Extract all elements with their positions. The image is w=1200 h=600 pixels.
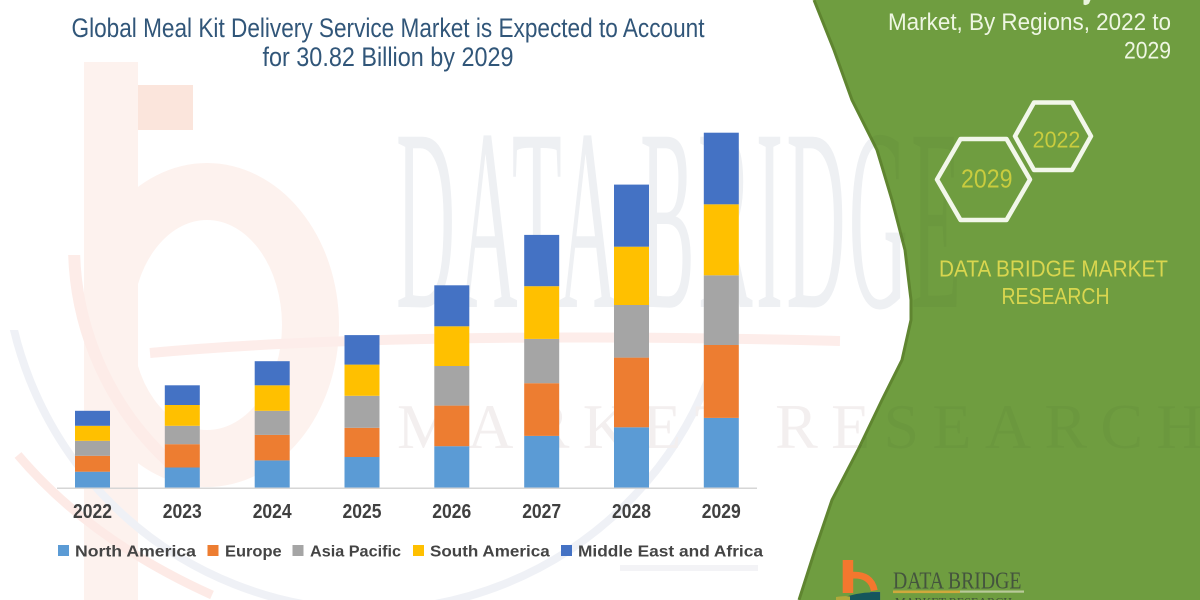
svg-text:Market, By Regions, 2022 to: Market, By Regions, 2022 to	[888, 9, 1171, 36]
svg-text:Asia Pacific: Asia Pacific	[310, 544, 401, 561]
svg-text:2028: 2028	[612, 501, 651, 523]
svg-text:2029: 2029	[961, 164, 1013, 194]
svg-text:2023: 2023	[163, 501, 202, 523]
svg-text:Global Meal Kit Delivery Servi: Global Meal Kit Delivery Service Market …	[72, 13, 705, 43]
svg-text:North America: North America	[75, 544, 196, 561]
svg-text:for 30.82 Billion by 2029: for 30.82 Billion by 2029	[263, 42, 514, 72]
svg-text:South America: South America	[430, 544, 550, 561]
svg-text:2029: 2029	[1124, 38, 1171, 65]
svg-text:MARKET RESEARCH: MARKET RESEARCH	[895, 595, 1012, 600]
svg-text:2025: 2025	[343, 501, 382, 523]
svg-text:DATA BRIDGE: DATA BRIDGE	[893, 569, 1021, 595]
svg-text:Middle East and Africa: Middle East and Africa	[578, 544, 763, 561]
svg-text:2027: 2027	[522, 501, 561, 523]
svg-text:RESEARCH: RESEARCH	[1002, 283, 1110, 309]
svg-text:DATA BRIDGE MARKET: DATA BRIDGE MARKET	[939, 256, 1168, 282]
svg-text:2029: 2029	[702, 501, 741, 523]
svg-text:2022: 2022	[73, 501, 112, 523]
svg-text:2022: 2022	[1033, 127, 1081, 153]
svg-text:2026: 2026	[432, 501, 471, 523]
svg-text:2024: 2024	[253, 501, 293, 523]
svg-text:Europe: Europe	[225, 544, 282, 561]
